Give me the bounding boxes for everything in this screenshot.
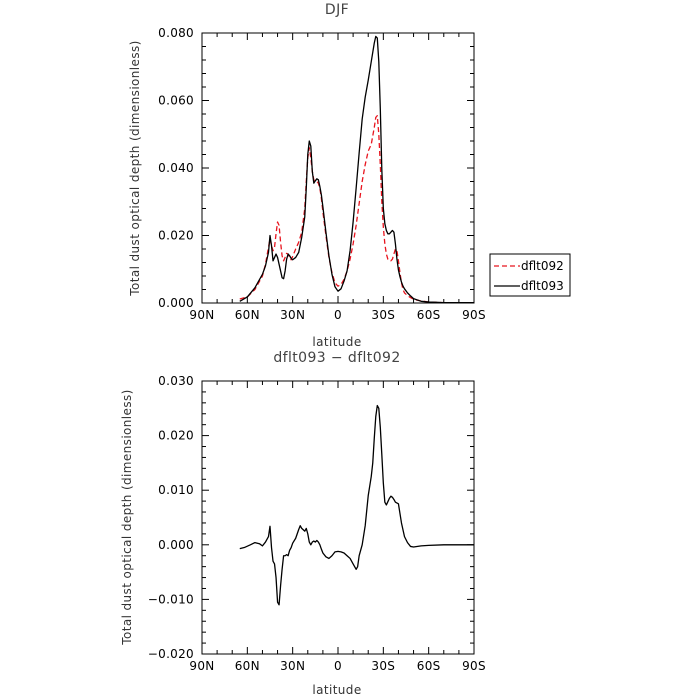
top-x-tick-label-6: 90S — [462, 308, 486, 322]
top-x-axis-label: latitude — [312, 335, 361, 349]
top-panel: DJF 90N 60N 30N 0 30S 60S 90S 0.000 0.020 0.040 0.… — [128, 2, 486, 349]
top-plot-frame — [201, 32, 475, 304]
bottom-x-tick-label-5: 60S — [417, 659, 441, 673]
legend: dflt092 dflt093 — [489, 253, 571, 297]
bottom-x-tick-label-6: 90S — [462, 659, 486, 673]
bottom-y-tick-label-2: 0.000 — [158, 538, 194, 552]
bottom-y-tick-label-4: 0.020 — [158, 429, 194, 443]
bottom-series-line-line-0 — [239, 404, 474, 606]
top-x-tick-label-4: 30S — [371, 308, 395, 322]
legend-box — [489, 253, 571, 297]
bottom-x-axis-label: latitude — [312, 683, 361, 697]
top-series-line-dflt092 — [239, 115, 474, 304]
bottom-chart-title: dflt093 − dflt092 — [273, 350, 400, 366]
top-y-tick-label-1: 0.020 — [158, 229, 194, 243]
bottom-x-tick-label-1: 60N — [235, 659, 260, 673]
top-y-tick-label-2: 0.040 — [158, 161, 194, 175]
top-x-tick-label-1: 60N — [235, 308, 260, 322]
bottom-x-tick-label-4: 30S — [371, 659, 395, 673]
bottom-y-axis-label: Total dust optical depth (dimensionless) — [120, 389, 134, 645]
bottom-y-tick-label-5: 0.030 — [158, 374, 194, 388]
top-y-tick-label-4: 0.080 — [158, 26, 194, 40]
bottom-y-tick-label-1: −0.010 — [148, 592, 194, 606]
top-x-tick-label-2: 30N — [280, 308, 305, 322]
bottom-x-tick-label-2: 30N — [280, 659, 305, 673]
bottom-y-tick-label-3: 0.010 — [158, 483, 194, 497]
bottom-y-tick-label-0: −0.020 — [148, 647, 194, 661]
bottom-panel: dflt093 − dflt092 90N 60N 30N 0 30S 60S 90S −0.… — [120, 350, 486, 697]
bottom-plot-frame — [201, 380, 475, 655]
bottom-x-tick-label-3: 0 — [334, 659, 342, 673]
top-y-axis-label: Total dust optical depth (dimensionless) — [128, 40, 142, 296]
top-chart-title: DJF — [325, 2, 349, 18]
legend-label-dflt092: dflt092 — [521, 259, 564, 273]
top-series-line-dflt093 — [239, 35, 474, 304]
top-y-tick-label-0: 0.000 — [158, 296, 194, 310]
top-x-tick-label-5: 60S — [417, 308, 441, 322]
top-x-tick-label-0: 90N — [189, 308, 214, 322]
bottom-x-tick-label-0: 90N — [189, 659, 214, 673]
legend-label-dflt093: dflt093 — [521, 279, 564, 293]
top-y-tick-label-3: 0.060 — [158, 94, 194, 108]
top-x-tick-label-3: 0 — [334, 308, 342, 322]
